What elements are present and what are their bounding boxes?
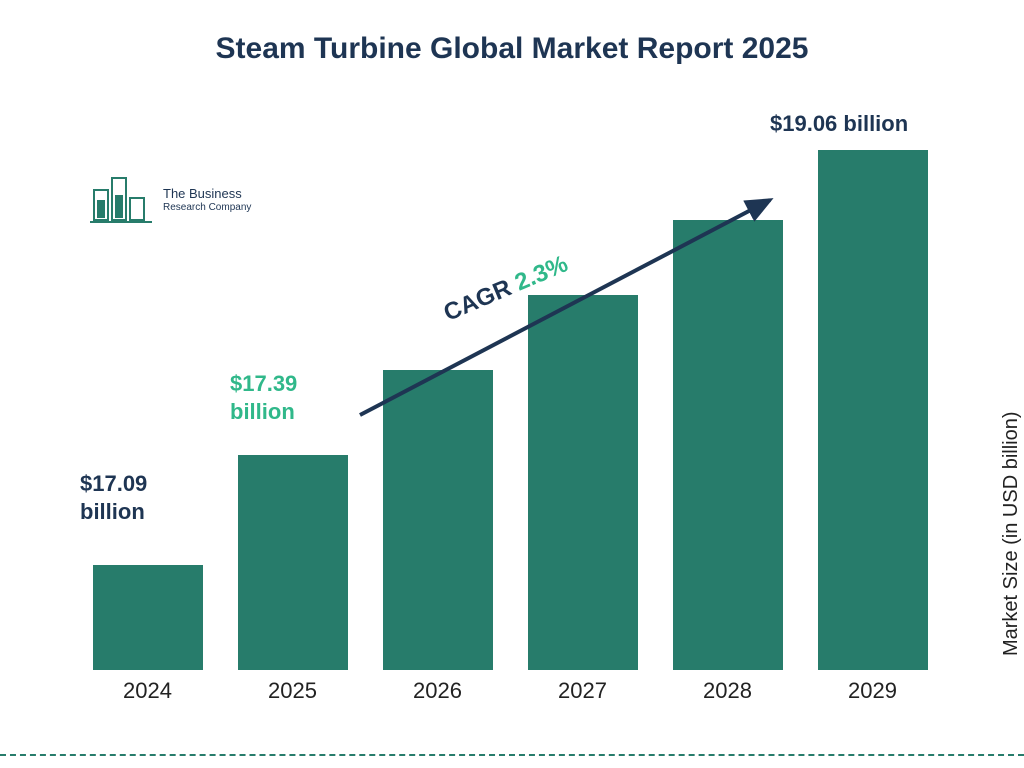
bar <box>673 220 783 670</box>
bar-chart <box>75 140 945 670</box>
data-label-value: $17.39 <box>230 371 297 396</box>
x-axis-label: 2025 <box>238 678 348 704</box>
y-axis-label: Market Size (in USD billion) <box>1001 412 1024 657</box>
data-label-2029: $19.06 billion <box>770 110 908 138</box>
x-axis-label: 2029 <box>818 678 928 704</box>
data-label-2025: $17.39 billion <box>230 370 297 425</box>
data-label-2024: $17.09 billion <box>80 470 147 525</box>
bar <box>238 455 348 670</box>
x-axis-labels: 2024 2025 2026 2027 2028 2029 <box>75 678 945 704</box>
data-label-unit: billion <box>230 399 295 424</box>
x-axis-label: 2024 <box>93 678 203 704</box>
data-label-unit: billion <box>80 499 145 524</box>
bar <box>93 565 203 670</box>
bar <box>818 150 928 670</box>
page-title: Steam Turbine Global Market Report 2025 <box>0 0 1024 66</box>
bar <box>528 295 638 670</box>
bottom-divider <box>0 754 1024 756</box>
data-label-value: $19.06 billion <box>770 111 908 136</box>
data-label-value: $17.09 <box>80 471 147 496</box>
bar <box>383 370 493 670</box>
x-axis-label: 2028 <box>673 678 783 704</box>
x-axis-label: 2026 <box>383 678 493 704</box>
x-axis-label: 2027 <box>528 678 638 704</box>
